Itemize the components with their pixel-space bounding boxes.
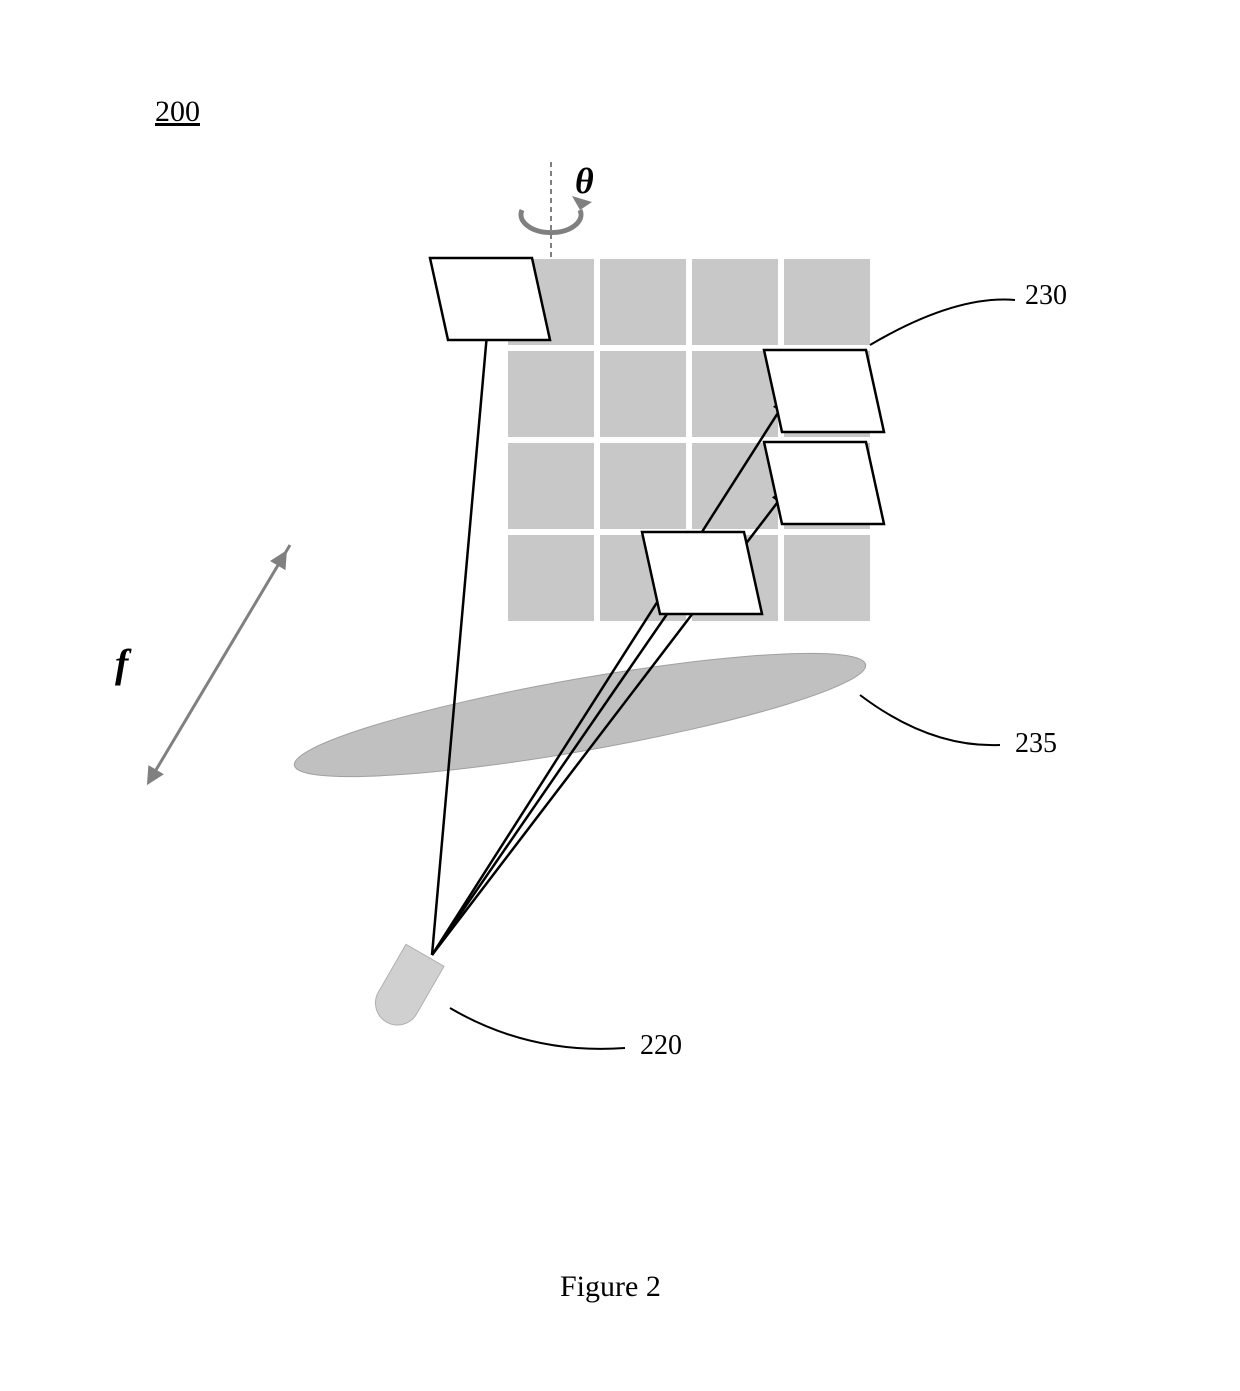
ref-array-label: 230 <box>1025 280 1067 312</box>
ref-lens-label: 235 <box>1015 728 1057 760</box>
theta-label: θ <box>575 160 594 202</box>
ref-source-label: 220 <box>640 1030 682 1062</box>
figure-caption: Figure 2 <box>560 1270 661 1304</box>
lens <box>288 629 872 801</box>
focal-length-arrow <box>150 545 290 780</box>
diagram-svg <box>0 0 1240 1391</box>
light-source <box>367 944 444 1033</box>
focal-label: f <box>115 640 128 687</box>
